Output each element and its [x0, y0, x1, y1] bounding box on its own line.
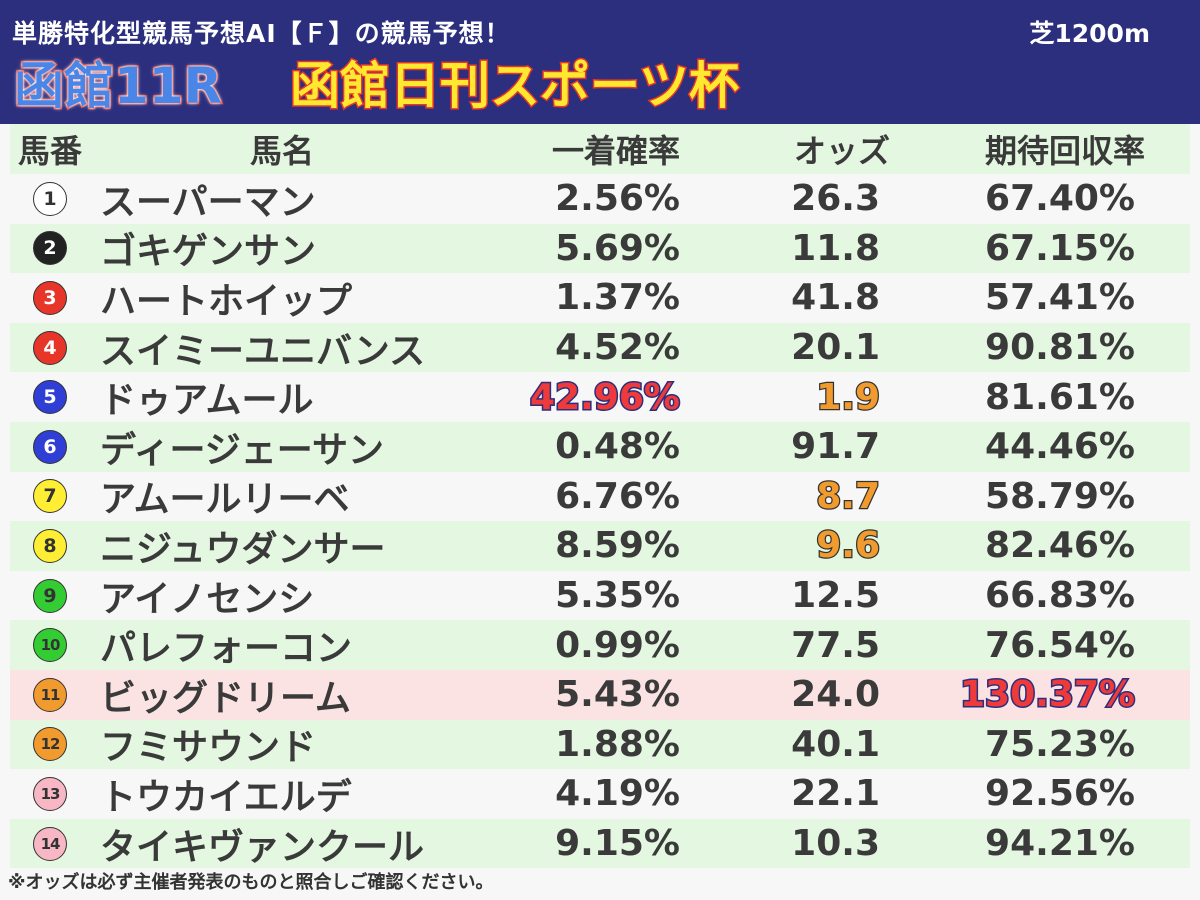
horse-name: ニジュウダンサー — [100, 528, 386, 570]
return-rate: 76.54% — [985, 624, 1135, 666]
horse-number-badge: 1 — [33, 181, 67, 216]
win-probability: 1.88% — [555, 723, 680, 765]
page-subtitle: 単勝特化型競馬予想AI【Ｆ】の競馬予想！ — [12, 19, 511, 48]
table-row: 3 ハートホイップ 1.37% 41.8 57.41% — [10, 273, 1190, 323]
odds-value: 91.7 — [791, 426, 880, 468]
horse-name: ドゥアムール — [100, 380, 314, 422]
return-rate: 75.23% — [985, 723, 1135, 765]
horse-name: フミサウンド — [100, 727, 317, 769]
odds-value-highlight: 8.7 — [815, 475, 881, 518]
race-distance: 芝1200m — [1029, 19, 1150, 48]
horse-name: アムールリーベ — [100, 479, 350, 521]
horse-name: トウカイエルデ — [100, 776, 352, 818]
horse-number-badge: 2 — [33, 231, 67, 266]
table-header-row: 馬番 馬名 一着確率 オッズ 期待回収率 — [10, 124, 1190, 174]
win-probability: 5.43% — [555, 674, 680, 716]
horse-name: スーパーマン — [100, 181, 316, 223]
win-probability: 8.59% — [555, 525, 680, 567]
column-header-number: 馬番 — [17, 132, 82, 170]
horse-number-badge: 3 — [33, 280, 67, 315]
return-rate: 57.41% — [985, 277, 1135, 319]
odds-disclaimer: ※オッズは必ず主催者発表のものと照合しご確認ください。 — [8, 872, 494, 893]
return-rate: 67.40% — [985, 178, 1135, 220]
win-probability: 0.99% — [555, 624, 680, 666]
horse-name: アイノセンシ — [100, 578, 315, 620]
horse-number-badge: 7 — [33, 479, 67, 514]
horse-name: パレフォーコン — [100, 628, 353, 670]
table-row: 6 ディージェーサン 0.48% 91.7 44.46% — [10, 421, 1190, 472]
horse-number-badge: 4 — [33, 330, 67, 365]
odds-value: 12.5 — [791, 575, 880, 617]
odds-value-highlight: 9.6 — [815, 524, 881, 567]
return-rate: 67.15% — [985, 227, 1135, 269]
horse-number-badge: 6 — [33, 429, 67, 464]
table-row: 7 アムールリーベ 6.76% 8.7 58.79% — [10, 472, 1190, 522]
return-rate: 44.46% — [985, 426, 1135, 468]
odds-value: 24.0 — [791, 674, 880, 716]
win-probability: 4.19% — [555, 773, 680, 815]
return-rate: 94.21% — [985, 823, 1135, 865]
table-row: 5 ドゥアムール 42.96% 1.9 81.61% — [10, 372, 1190, 422]
horse-name: ビッグドリーム — [100, 677, 351, 719]
table-row: 13 トウカイエルデ 4.19% 22.1 92.56% — [10, 769, 1190, 819]
horse-number-badge: 10 — [33, 628, 67, 663]
table-row: 4 スイミーユニバンス 4.52% 20.1 90.81% — [10, 322, 1190, 373]
win-probability-highlight: 42.96% — [529, 375, 682, 419]
horse-number-badge: 8 — [33, 528, 67, 563]
horse-number-badge: 9 — [33, 578, 67, 613]
column-header-name: 馬名 — [250, 132, 315, 170]
horse-number-badge: 13 — [33, 776, 67, 811]
return-rate: 90.81% — [985, 327, 1135, 369]
horse-name: ゴキゲンサン — [100, 231, 317, 273]
win-probability: 1.37% — [555, 277, 680, 319]
column-header-win-prob: 一着確率 — [551, 132, 680, 170]
table-row: 2 ゴキゲンサン 5.69% 11.8 67.15% — [10, 223, 1190, 274]
win-probability: 5.35% — [555, 575, 680, 617]
race-number: 函館11R — [12, 57, 223, 116]
prediction-table: 馬番 馬名 一着確率 オッズ 期待回収率 1 スーパーマン 2.56% 26.3… — [10, 124, 1190, 869]
win-probability: 4.52% — [555, 327, 680, 369]
odds-value: 10.3 — [791, 823, 880, 865]
win-probability: 0.48% — [555, 426, 680, 468]
return-rate: 58.79% — [985, 475, 1135, 517]
odds-value: 11.8 — [791, 227, 880, 269]
horse-name: タイキヴァンクール — [100, 826, 425, 868]
return-rate: 82.46% — [985, 525, 1135, 567]
column-header-return-rate: 期待回収率 — [984, 132, 1145, 170]
return-rate: 81.61% — [985, 376, 1135, 418]
table-row: 1 スーパーマン 2.56% 26.3 67.40% — [10, 174, 1190, 224]
column-header-odds: オッズ — [793, 132, 890, 170]
horse-name: ハートホイップ — [100, 280, 353, 322]
horse-number-badge: 14 — [33, 826, 67, 861]
win-probability: 9.15% — [555, 823, 680, 865]
header-banner: 単勝特化型競馬予想AI【Ｆ】の競馬予想！ 芝1200m 函館11R 函館日刊スポ… — [0, 0, 1200, 124]
table-row: 12 フミサウンド 1.88% 40.1 75.23% — [10, 719, 1190, 770]
odds-value-highlight: 1.9 — [815, 375, 881, 418]
win-probability: 6.76% — [555, 475, 680, 517]
return-rate: 92.56% — [985, 773, 1135, 815]
win-probability: 5.69% — [555, 227, 680, 269]
return-rate: 66.83% — [985, 575, 1135, 617]
return-rate-highlight: 130.37% — [959, 673, 1137, 717]
odds-value: 41.8 — [791, 277, 880, 319]
win-probability: 2.56% — [555, 178, 680, 220]
table-row: 9 アイノセンシ 5.35% 12.5 66.83% — [10, 571, 1190, 621]
odds-value: 20.1 — [791, 327, 880, 369]
odds-value: 77.5 — [791, 624, 880, 666]
horse-name: スイミーユニバンス — [100, 330, 426, 372]
horse-name: ディージェーサン — [100, 429, 385, 471]
odds-value: 40.1 — [791, 723, 880, 765]
table-row: 14 タイキヴァンクール 9.15% 10.3 94.21% — [10, 818, 1190, 869]
table-row: 8 ニジュウダンサー 8.59% 9.6 82.46% — [10, 521, 1190, 571]
horse-number-badge: 5 — [33, 380, 67, 415]
horse-number-badge: 12 — [33, 727, 67, 762]
horse-number-badge: 11 — [33, 677, 67, 712]
odds-value: 22.1 — [791, 773, 880, 815]
table-row-highlight: 11 ビッグドリーム 5.43% 24.0 130.37% — [10, 669, 1190, 720]
race-name: 函館日刊スポーツ杯 — [289, 57, 741, 116]
odds-value: 26.3 — [791, 178, 880, 220]
table-row: 10 パレフォーコン 0.99% 77.5 76.54% — [10, 620, 1190, 670]
